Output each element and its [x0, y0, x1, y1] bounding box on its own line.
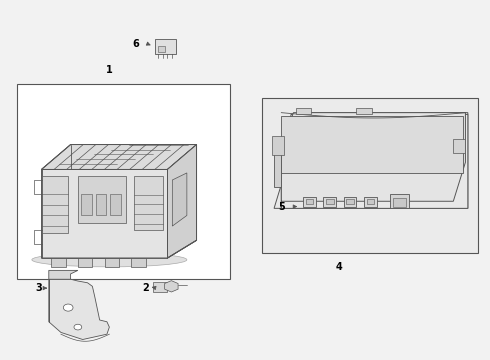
Ellipse shape [32, 253, 187, 267]
Circle shape [63, 304, 73, 311]
Bar [271, 136, 284, 155]
Polygon shape [281, 114, 468, 208]
Text: 5: 5 [278, 202, 285, 212]
Bar [158, 46, 165, 53]
Text: 3: 3 [36, 283, 43, 293]
Polygon shape [42, 169, 129, 258]
Bar [296, 108, 311, 114]
Text: 4: 4 [336, 261, 343, 271]
Bar [155, 39, 176, 54]
Bar [323, 197, 336, 207]
Polygon shape [49, 270, 78, 279]
Bar [391, 194, 409, 208]
Bar [42, 176, 68, 233]
Polygon shape [274, 113, 468, 208]
Polygon shape [168, 145, 196, 258]
Bar [367, 199, 374, 204]
Polygon shape [281, 113, 466, 208]
Bar [356, 108, 372, 114]
Polygon shape [78, 258, 93, 267]
Bar [306, 199, 313, 204]
Polygon shape [274, 145, 281, 187]
Bar [17, 84, 230, 279]
Bar [364, 197, 377, 207]
Polygon shape [168, 145, 196, 258]
Polygon shape [165, 281, 178, 292]
Polygon shape [131, 258, 146, 267]
Bar [110, 194, 121, 215]
Bar [453, 139, 465, 153]
Bar [326, 199, 334, 204]
Polygon shape [51, 258, 66, 267]
Bar [262, 99, 478, 253]
Bar [393, 198, 406, 207]
Text: 1: 1 [106, 66, 113, 76]
Bar [281, 116, 463, 173]
Bar [78, 176, 126, 222]
Bar [81, 194, 92, 215]
Bar [153, 283, 167, 292]
Bar [96, 194, 106, 215]
Text: 6: 6 [133, 39, 139, 49]
Bar [303, 197, 316, 207]
Polygon shape [42, 169, 168, 258]
Text: 2: 2 [142, 283, 149, 293]
Polygon shape [49, 279, 109, 339]
Polygon shape [104, 258, 119, 267]
Bar [134, 176, 163, 230]
Polygon shape [42, 145, 196, 169]
Bar [344, 197, 356, 207]
Bar [346, 199, 354, 204]
Polygon shape [172, 173, 187, 226]
Circle shape [74, 324, 82, 330]
